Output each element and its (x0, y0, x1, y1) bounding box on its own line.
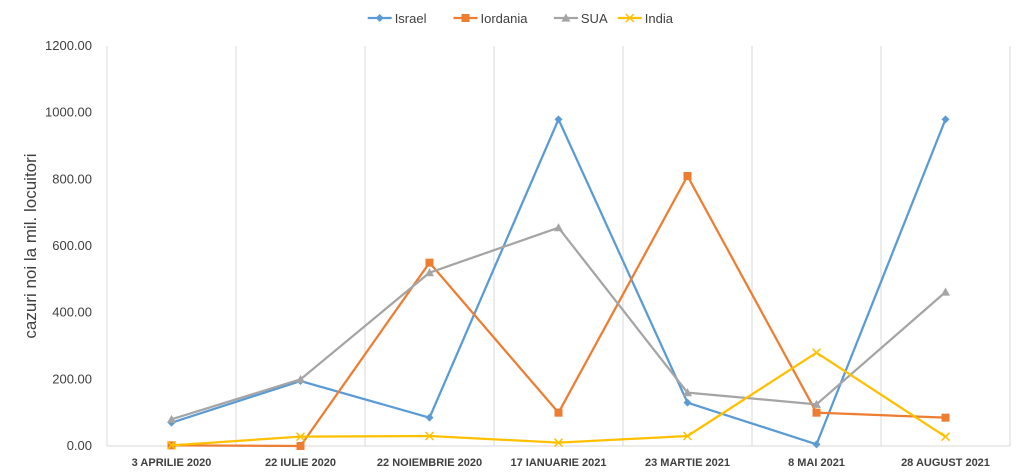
data-point-iordania (296, 442, 305, 450)
data-point-legend-india (625, 13, 635, 23)
data-point-israel (812, 440, 821, 449)
x-axis-ticks: 3 APRILIE 2020 22 IULIE 2020 22 NOIEMBRIE … (132, 457, 990, 469)
legend-label: Israel (395, 11, 427, 26)
x-tick-label: 22 IULIE 2020 (265, 457, 336, 469)
data-point-sua (296, 374, 305, 383)
series-line-iordania (171, 174, 946, 448)
data-point-india (682, 431, 693, 441)
data-point-sua (812, 399, 821, 408)
data-point-israel (683, 398, 692, 407)
x-tick-label: 28 AUGUST 2021 (901, 457, 990, 469)
data-point-iordania (812, 408, 821, 417)
data-point-india (295, 432, 306, 442)
data-point-india (424, 431, 435, 441)
legend-item-israel: Israel (367, 11, 427, 26)
data-point-sua (425, 268, 434, 277)
data-point-india (553, 438, 564, 448)
legend-label: Iordania (481, 11, 529, 26)
y-axis-label: cazuri noi la mil. locuitori (21, 153, 40, 338)
data-point-iordania (425, 258, 434, 267)
data-point-israel (941, 115, 950, 124)
data-point-india (811, 348, 822, 358)
data-point-legend-iordania (461, 14, 470, 22)
y-tick-label: 0.00 (67, 438, 92, 453)
legend-label: India (645, 11, 674, 26)
data-point-iordania (554, 408, 563, 417)
series-line-sua (171, 226, 947, 421)
x-tick-label: 3 APRILIE 2020 (132, 457, 212, 469)
y-tick-label: 600.00 (52, 238, 92, 253)
data-point-sua (167, 414, 176, 423)
legend-item-india: India (617, 11, 674, 26)
y-tick-label: 400.00 (52, 305, 92, 320)
series-line-india (171, 351, 947, 447)
data-point-israel (554, 115, 563, 124)
x-tick-label: 23 MARTIE 2021 (645, 457, 730, 469)
series-iordania (167, 172, 950, 450)
legend-item-iordania: Iordania (453, 11, 529, 26)
y-tick-label: 1200.00 (45, 38, 92, 53)
series-israel (167, 115, 950, 449)
data-point-sua (554, 223, 563, 232)
series (166, 115, 951, 450)
data-point-israel (425, 413, 434, 422)
x-tick-label: 8 MAI 2021 (788, 457, 845, 469)
y-tick-label: 800.00 (52, 171, 92, 186)
y-axis-ticks: 0.00 200.00 400.00 600.00 800.00 1000.00 1200.… (45, 38, 92, 453)
series-line-israel (171, 118, 947, 446)
gridlines (106, 46, 1011, 446)
series-sua (167, 223, 950, 423)
data-point-india (940, 432, 951, 442)
y-tick-label: 1000.00 (45, 105, 92, 120)
data-point-iordania (941, 413, 950, 422)
x-tick-label: 22 NOIEMBRIE 2020 (377, 457, 482, 469)
y-tick-label: 200.00 (52, 371, 92, 386)
legend-item-sua: SUA (553, 11, 608, 26)
data-point-india (166, 440, 177, 450)
legend-label: SUA (581, 11, 608, 26)
legend: Israel Iordania SUA India (367, 11, 674, 26)
x-tick-label: 17 IANUARIE 2021 (511, 457, 607, 469)
data-point-legend-sua (561, 13, 571, 22)
series-india (166, 348, 951, 450)
data-point-iordania (683, 172, 692, 180)
data-point-sua (941, 287, 950, 296)
data-point-legend-israel (375, 14, 384, 22)
data-point-sua (683, 388, 692, 397)
